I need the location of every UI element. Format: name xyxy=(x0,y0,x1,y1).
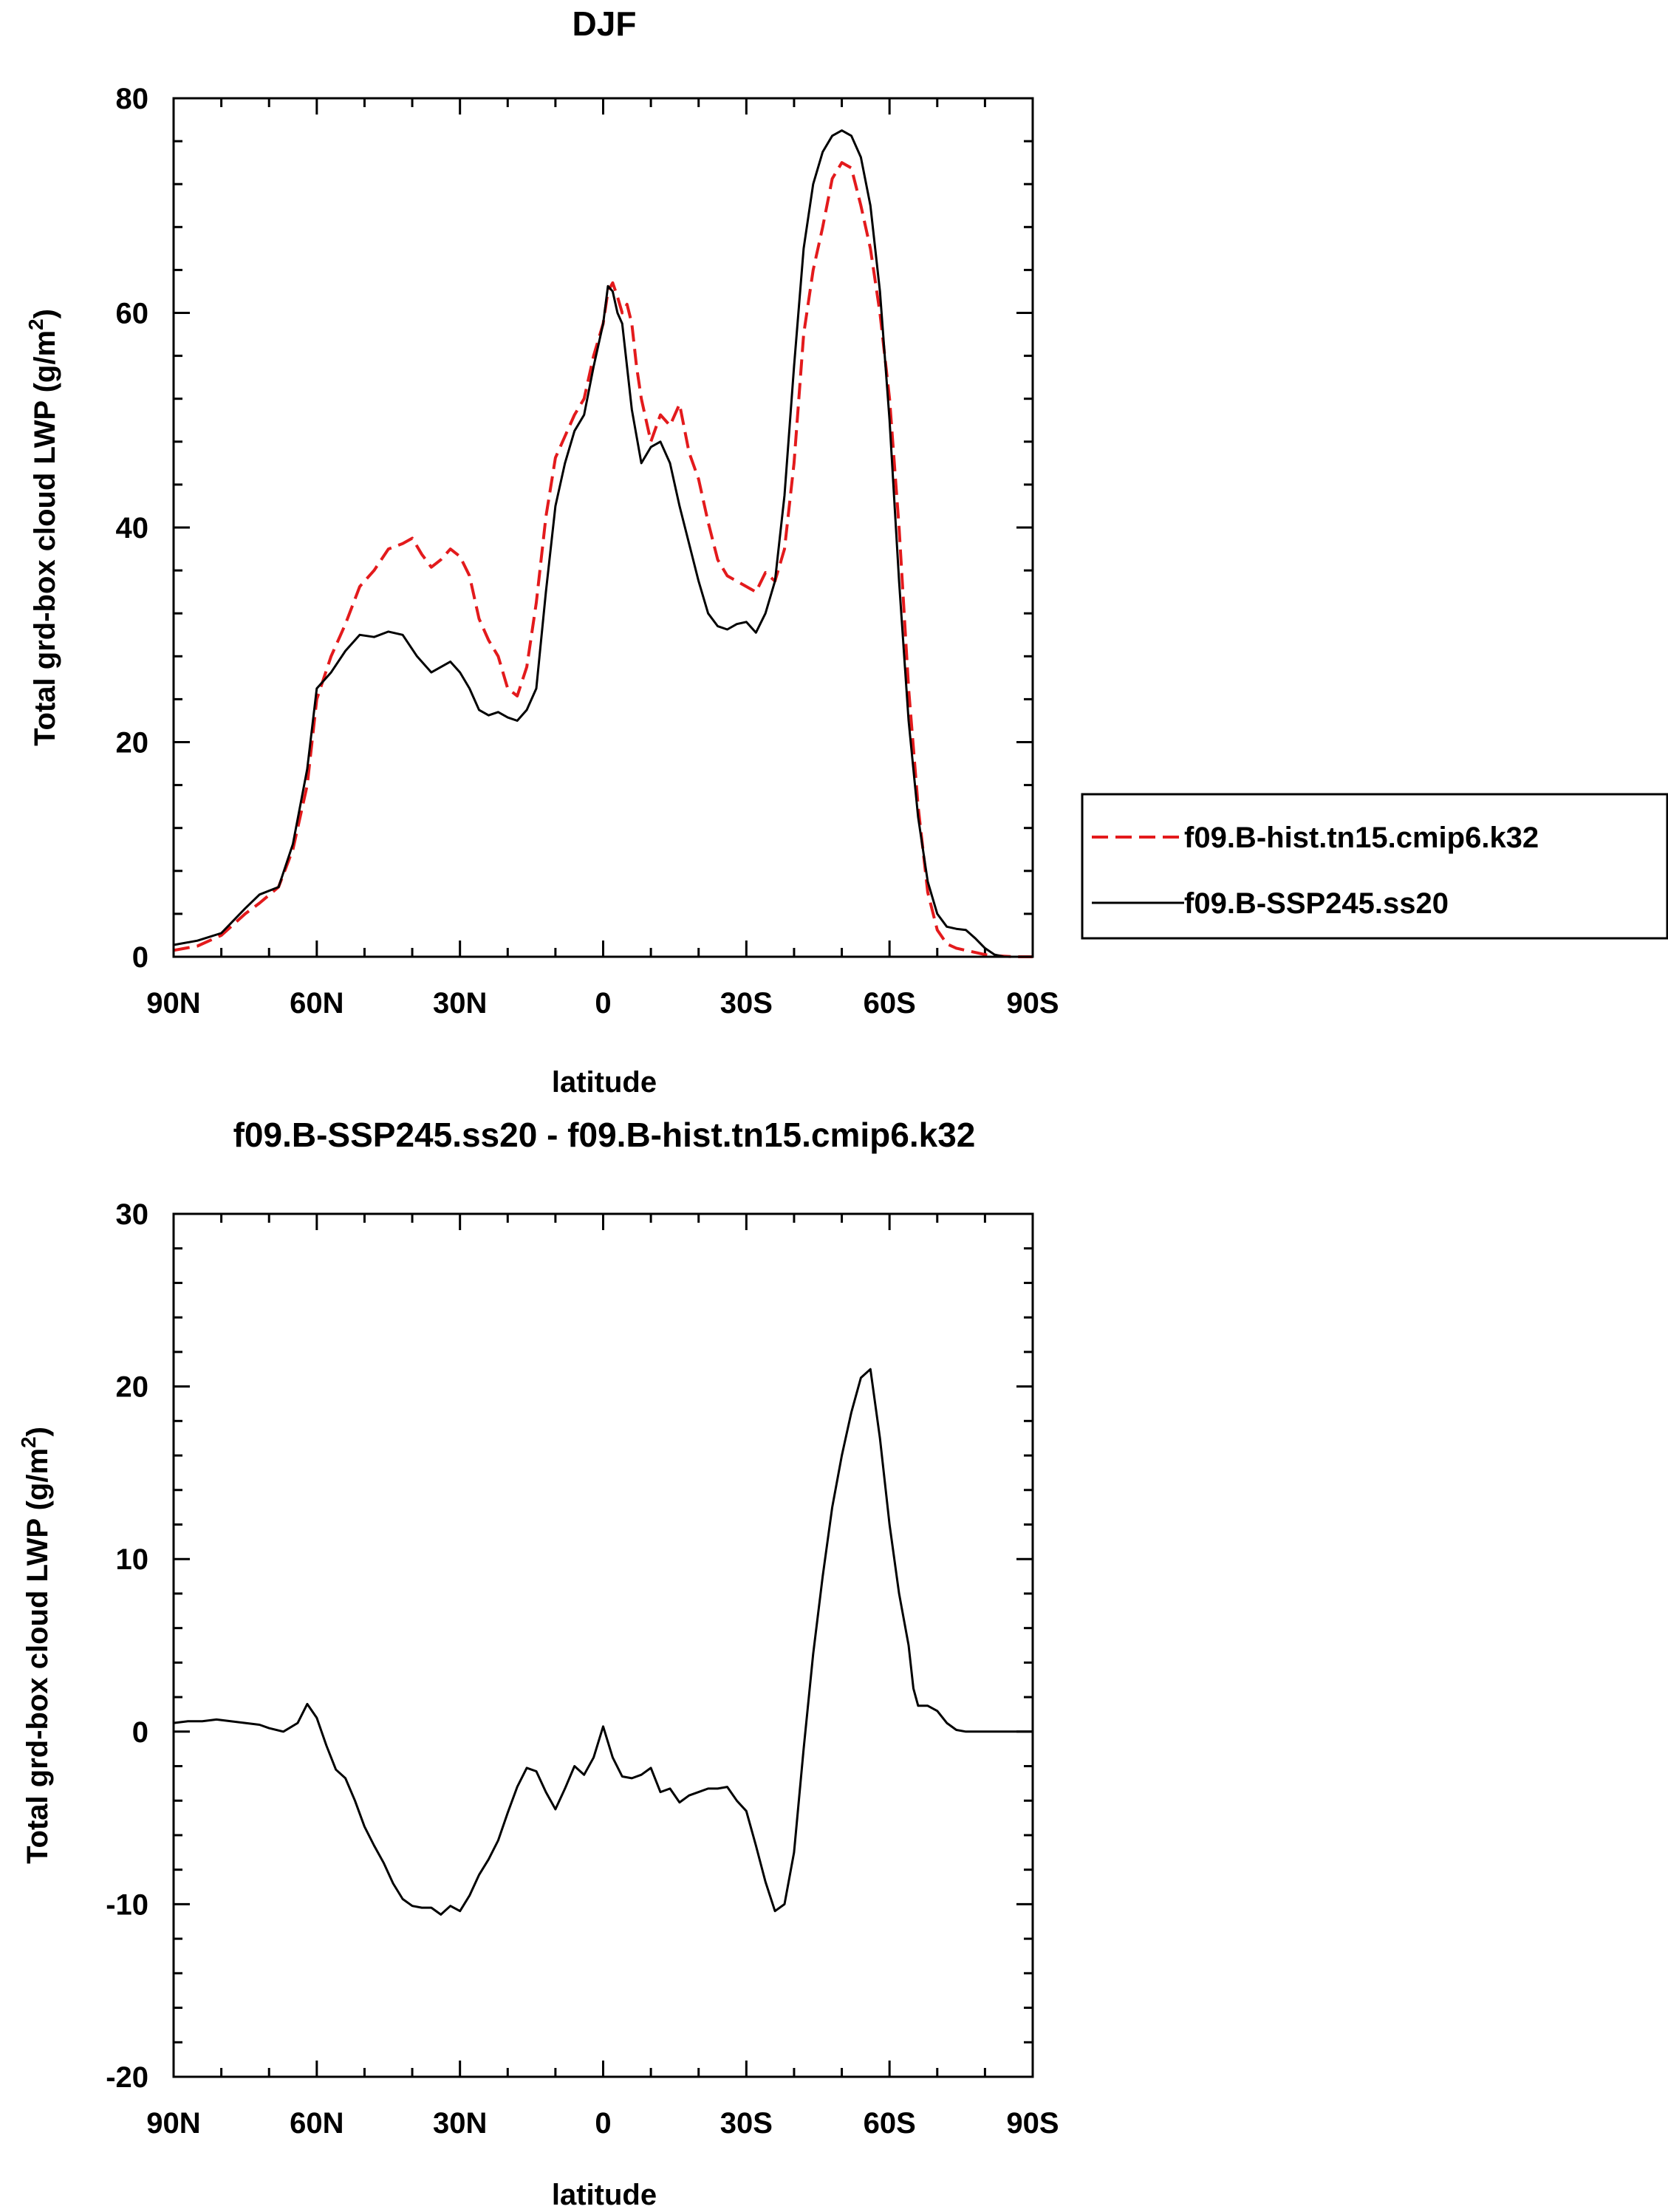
top-y-tick-label: 80 xyxy=(116,83,149,115)
top-y-axis-title-close: ) xyxy=(29,309,61,318)
top-y-tick-labels: 0 20 40 60 80 xyxy=(116,83,149,974)
bottom-x-axis-title: latitude xyxy=(552,2179,657,2211)
top-x-tick-label: 30S xyxy=(720,987,773,1020)
legend-label-ssp245: f09.B-SSP245.ss20 xyxy=(1184,887,1449,920)
bottom-x-tick-label: 30S xyxy=(720,2107,773,2140)
bottom-x-tick-label: 0 xyxy=(595,2107,611,2140)
bottom-line-chart: f09.B-SSP245.ss20 - f09.B-hist.tn15.cmip… xyxy=(17,1116,1059,2211)
legend-box xyxy=(1081,793,1668,940)
bottom-y-axis-title-close: ) xyxy=(21,1427,54,1436)
bottom-x-tick-labels: 90N 60N 30N 0 30S 60S 90S xyxy=(146,2107,1059,2140)
top-y-tick-label: 40 xyxy=(116,512,149,545)
bottom-series-line-0 xyxy=(173,1368,1033,1916)
legend: f09.B-hist.tn15.cmip6.k32 f09.B-SSP245.s… xyxy=(1081,793,1668,940)
top-y-axis-title-sup: 2 xyxy=(24,318,47,330)
bottom-x-tick-label: 60S xyxy=(864,2107,916,2140)
top-series xyxy=(173,129,1033,958)
top-line-chart: DJF 90N 60N 30N 0 30S 60S 90S 0 20 40 60 80 latitu… xyxy=(24,4,1668,1099)
top-x-tick-label: 60S xyxy=(864,987,916,1020)
bottom-y-tick-label: 20 xyxy=(116,1371,149,1404)
bottom-grid-ticks xyxy=(172,1212,1034,2078)
bottom-y-tick-labels: -20 -10 0 10 20 30 xyxy=(106,1198,148,2094)
top-chart-title: DJF xyxy=(572,4,637,43)
bottom-series xyxy=(173,1368,1033,1916)
bottom-chart-title: f09.B-SSP245.ss20 - f09.B-hist.tn15.cmip… xyxy=(233,1116,976,1154)
bottom-x-tick-label: 60N xyxy=(290,2107,343,2140)
bottom-x-tick-label: 90S xyxy=(1006,2107,1059,2140)
legend-label-hist: f09.B-hist.tn15.cmip6.k32 xyxy=(1184,822,1539,854)
bottom-y-tick-label: 10 xyxy=(116,1543,149,1576)
top-x-tick-label: 90N xyxy=(146,987,200,1020)
bottom-y-tick-label: -10 xyxy=(106,1888,148,1921)
top-y-axis-title: Total grd-box cloud LWP (g/m2) xyxy=(24,309,61,746)
bottom-y-axis-title-main: Total grd-box cloud LWP (g/m xyxy=(21,1448,54,1864)
top-x-tick-label: 60N xyxy=(290,987,343,1020)
bottom-y-tick-label: -20 xyxy=(106,2061,148,2094)
bottom-y-axis-title-sup: 2 xyxy=(17,1436,40,1448)
top-plot-frame xyxy=(172,97,1034,958)
top-y-axis-title-main: Total grd-box cloud LWP (g/m xyxy=(29,330,61,746)
top-x-tick-label: 90S xyxy=(1006,987,1059,1020)
top-y-tick-label: 60 xyxy=(116,298,149,330)
top-x-tick-label: 30N xyxy=(433,987,487,1020)
top-x-axis-title: latitude xyxy=(552,1066,657,1099)
top-x-tick-label: 0 xyxy=(595,987,611,1020)
bottom-y-tick-label: 0 xyxy=(132,1716,148,1749)
bottom-x-tick-label: 90N xyxy=(146,2107,200,2140)
top-y-tick-label: 0 xyxy=(132,941,148,974)
top-y-tick-label: 20 xyxy=(116,727,149,759)
top-series-line-1 xyxy=(173,129,1033,958)
bottom-plot-frame xyxy=(172,1212,1034,2078)
top-series-line-0 xyxy=(173,161,1033,958)
bottom-y-axis-title: Total grd-box cloud LWP (g/m2) xyxy=(17,1427,54,1864)
top-grid-ticks xyxy=(172,97,1034,958)
top-x-tick-labels: 90N 60N 30N 0 30S 60S 90S xyxy=(146,987,1059,1020)
bottom-x-tick-label: 30N xyxy=(433,2107,487,2140)
bottom-y-tick-label: 30 xyxy=(116,1198,149,1231)
